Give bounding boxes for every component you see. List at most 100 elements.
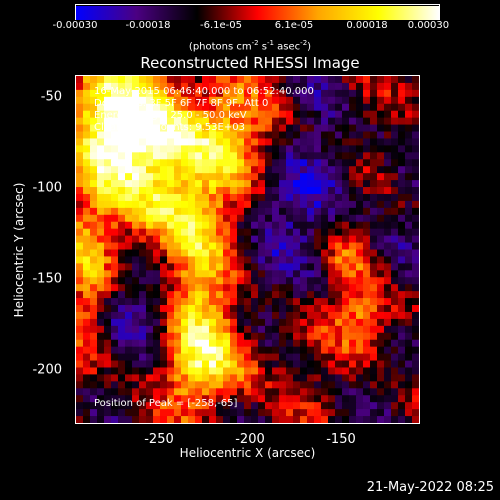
heatmap-cell: [384, 353, 392, 362]
heatmap-cell: [153, 374, 161, 382]
colorbar-tick: -0.00030: [52, 20, 98, 31]
heatmap-cell: [90, 96, 98, 105]
heatmap-cell: [153, 214, 161, 223]
heatmap-cell: [384, 159, 392, 167]
heatmap-cell: [377, 270, 385, 278]
heatmap-cell: [132, 242, 140, 251]
heatmap-cell: [230, 89, 238, 98]
heatmap-cell: [97, 173, 105, 181]
heatmap-cell: [90, 235, 98, 244]
heatmap-cell: [104, 131, 112, 140]
heatmap-cell: [118, 89, 126, 98]
heatmap-cell: [167, 325, 175, 334]
heatmap-cell: [76, 166, 84, 174]
heatmap-cell: [223, 374, 231, 382]
heatmap-cell: [209, 214, 217, 223]
heatmap-cell: [356, 263, 364, 271]
heatmap-cell: [384, 145, 392, 153]
heatmap-cell: [153, 305, 161, 313]
heatmap-cell: [300, 353, 308, 362]
heatmap-cell: [300, 173, 308, 181]
heatmap-cell: [244, 311, 252, 320]
heatmap-cell: [132, 166, 140, 174]
heatmap-cell: [286, 76, 294, 84]
heatmap-cell: [377, 117, 385, 126]
heatmap-cell: [328, 82, 336, 91]
heatmap-cell: [272, 228, 280, 237]
heatmap-cell: [349, 395, 357, 403]
heatmap-cell: [412, 173, 419, 181]
heatmap-cell: [398, 187, 406, 195]
heatmap-cell: [307, 138, 315, 146]
heatmap-cell: [356, 173, 364, 181]
heatmap-cell: [104, 284, 112, 292]
heatmap-cell: [104, 381, 112, 389]
heatmap-cell: [307, 131, 315, 140]
heatmap-cell: [335, 325, 343, 334]
heatmap-cell: [349, 103, 357, 112]
heatmap-cell: [97, 152, 105, 160]
heatmap-cell: [188, 96, 196, 105]
heatmap-cell: [321, 173, 329, 181]
heatmap-cell: [174, 332, 182, 341]
heatmap-cell: [146, 346, 154, 355]
units-mid2: asec: [274, 41, 301, 53]
heatmap-cell: [293, 187, 301, 195]
heatmap-cell: [377, 228, 385, 237]
heatmap-cell: [146, 159, 154, 167]
heatmap-cell: [307, 291, 315, 299]
heatmap-cell: [314, 367, 322, 376]
heatmap-cell: [83, 131, 91, 140]
heatmap-cell: [244, 166, 252, 174]
heatmap-cell: [76, 145, 84, 153]
heatmap-cell: [223, 166, 231, 174]
heatmap-cell: [216, 332, 224, 341]
heatmap-cell: [223, 110, 231, 119]
heatmap-cell: [286, 131, 294, 140]
heatmap-cell: [258, 256, 266, 264]
heatmap-cell: [90, 332, 98, 341]
heatmap-cell: [272, 416, 280, 423]
heatmap-cell: [223, 388, 231, 396]
heatmap-cell: [412, 89, 419, 98]
heatmap-cell: [174, 325, 182, 334]
heatmap-cell: [111, 221, 119, 230]
heatmap-cell: [391, 298, 399, 306]
heatmap-cell: [97, 249, 105, 258]
heatmap-cell: [230, 353, 238, 362]
heatmap-cell: [251, 298, 259, 306]
heatmap-cell: [153, 381, 161, 389]
heatmap-cell: [335, 124, 343, 133]
heatmap-cell: [356, 124, 364, 133]
heatmap-cell: [286, 263, 294, 271]
heatmap-cell: [223, 103, 231, 112]
heatmap-cell: [321, 166, 329, 174]
heatmap-cell: [195, 131, 203, 140]
heatmap-cell: [293, 388, 301, 396]
heatmap-cell: [293, 124, 301, 133]
heatmap-cell: [181, 346, 189, 355]
heatmap-cell: [230, 207, 238, 216]
heatmap-cell: [167, 76, 175, 84]
heatmap-cell: [237, 173, 245, 181]
heatmap-cell: [125, 277, 133, 285]
heatmap-cell: [118, 416, 126, 423]
heatmap-cell: [300, 402, 308, 410]
heatmap-cell: [188, 200, 196, 209]
heatmap-cell: [216, 318, 224, 327]
heatmap-cell: [335, 131, 343, 140]
heatmap-cell: [363, 82, 371, 91]
heatmap-cell: [111, 76, 119, 84]
heatmap-cell: [160, 284, 168, 292]
heatmap-cell: [167, 284, 175, 292]
heatmap-cell: [272, 311, 280, 320]
heatmap-cell: [349, 256, 357, 264]
heatmap-cell: [300, 159, 308, 167]
heatmap-cell: [76, 76, 84, 84]
heatmap-cell: [265, 124, 273, 133]
heatmap-cell: [83, 124, 91, 133]
heatmap-cell: [412, 193, 419, 202]
heatmap-cell: [321, 159, 329, 167]
heatmap-cell: [405, 416, 413, 423]
heatmap-cell: [230, 249, 238, 258]
